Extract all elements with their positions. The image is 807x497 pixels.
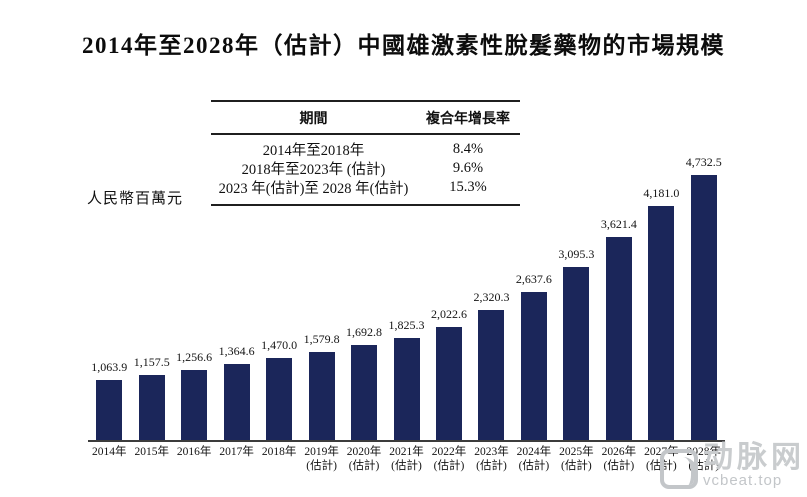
- x-tick-label: 2024年 (估計): [516, 446, 552, 472]
- watermark-text: 动脉网 vcbeat.top: [703, 443, 805, 489]
- watermark-brand-name: 动脉网: [703, 441, 805, 474]
- bar-value-label: 2,320.3: [473, 290, 510, 305]
- x-axis-line: [88, 440, 725, 442]
- watermark-url: vcbeat.top: [703, 472, 783, 489]
- bar: [351, 345, 378, 440]
- bar-slot: 4,732.5: [683, 155, 725, 440]
- bar: [478, 310, 505, 440]
- bar: [138, 375, 165, 440]
- bar-value-label: 1,364.6: [218, 343, 255, 358]
- x-tick-label: 2015年: [134, 446, 169, 458]
- bar: [96, 380, 123, 440]
- table-row: 2014年至2018年 8.4%: [211, 140, 520, 159]
- bar-value-label: 1,157.5: [133, 355, 170, 370]
- bar-value-label: 4,732.5: [685, 155, 722, 169]
- bar: [223, 363, 250, 440]
- bar: [266, 357, 293, 440]
- bar-slot: 2,637.6: [513, 272, 555, 440]
- table-cell-cagr: 9.6%: [452, 160, 484, 176]
- bar-value-label: 2,022.6: [430, 306, 467, 321]
- x-tick-label: 2023年 (估計): [474, 446, 509, 472]
- bar-slot: 1,157.5: [130, 355, 172, 440]
- table-top-rule: [211, 100, 520, 102]
- bar-value-label: 4,181.0: [643, 185, 680, 200]
- bar-value-label: 3,095.3: [558, 246, 595, 261]
- bar-slot: 1,063.9: [88, 360, 130, 440]
- bar-value-label: 2,637.6: [515, 272, 552, 287]
- table-cell-period: 2018年至2023年 (估計): [241, 162, 386, 178]
- bar-value-label: 1,063.9: [91, 360, 128, 375]
- bar-value-label: 1,692.8: [346, 325, 383, 340]
- bar: [520, 292, 547, 440]
- bar-slot: 1,825.3: [385, 318, 427, 440]
- bar-slot: 3,095.3: [555, 247, 597, 440]
- bar-slot: 1,579.8: [300, 331, 342, 440]
- bar: [563, 266, 590, 440]
- bar: [181, 369, 208, 440]
- bar-value-label: 1,825.3: [388, 317, 425, 332]
- y-axis-unit-label: 人民幣百萬元: [87, 191, 184, 207]
- bar: [648, 205, 675, 440]
- table-bottom-rule: [211, 204, 520, 206]
- table-cell-cagr: 8.4%: [452, 141, 484, 157]
- bar: [690, 175, 717, 440]
- table-cell-cagr: 15.3%: [449, 179, 487, 195]
- bars-row: 1,063.9 1,157.5 1,256.6 1,364.6 1,470.0 1,579…: [88, 155, 725, 440]
- bar: [308, 351, 335, 440]
- vcbeat-logo-icon: [660, 449, 698, 489]
- table-body: 2014年至2018年 8.4% 2018年至2023年 (估計) 9.6% 2…: [211, 135, 520, 204]
- x-tick-label: 2022年 (估計): [431, 446, 467, 472]
- x-tick-label: 2018年: [261, 446, 297, 458]
- bar-value-label: 1,470.0: [261, 337, 298, 352]
- bar: [605, 237, 632, 440]
- table-row: 2023 年(估計)至 2028 年(估計) 15.3%: [211, 178, 520, 197]
- watermark: 动脉网 vcbeat.top: [660, 443, 805, 489]
- x-labels-row: 2014年 2015年 2016年 2017年 2018年 2019年 (估計) 2020年(…: [88, 442, 725, 473]
- x-tick-label: 2019年 (估計): [304, 446, 339, 472]
- bar: [435, 326, 462, 440]
- x-tick-label: 2025年 (估計): [559, 446, 594, 472]
- bar-value-label: 3,621.4: [600, 217, 637, 232]
- table-header-row: 期間 複合年增長率: [211, 102, 520, 133]
- bar-slot: 3,621.4: [598, 217, 640, 440]
- table-cell-period: 2014年至2018年: [262, 143, 365, 159]
- bar-slot: 1,364.6: [215, 344, 257, 440]
- bar-slot: 2,320.3: [470, 290, 512, 440]
- bar-value-label: 1,579.8: [303, 331, 340, 346]
- bar-slot: 1,692.8: [343, 325, 385, 440]
- table-cell-period: 2023 年(估計)至 2028 年(估計): [218, 181, 409, 197]
- x-tick-label: 2017年: [219, 446, 254, 458]
- bar-slot: 1,470.0: [258, 338, 300, 440]
- table-header-period: 期間: [299, 111, 328, 127]
- cagr-table: 期間 複合年增長率 2014年至2018年 8.4% 2018年至2023年 (…: [211, 100, 520, 206]
- table-header-rule: [211, 133, 520, 135]
- x-tick-label: 2026年 (估計): [601, 446, 637, 472]
- bar-value-label: 1,256.6: [176, 349, 213, 364]
- table-header-cagr: 複合年增長率: [426, 111, 510, 127]
- x-tick-label: 2014年: [91, 446, 127, 458]
- bar: [393, 337, 420, 440]
- chart-title: 2014年至2028年（估計）中國雄激素性脫髮藥物的市場規模: [82, 33, 725, 58]
- table-row: 2018年至2023年 (估計) 9.6%: [211, 159, 520, 178]
- x-tick-label: 2021年 (估計): [389, 446, 424, 472]
- bar-slot: 2,022.6: [428, 307, 470, 440]
- x-tick-label: 2020年 (估計): [346, 446, 382, 472]
- bar-chart: 1,063.9 1,157.5 1,256.6 1,364.6 1,470.0 1,579…: [88, 155, 725, 473]
- bar-slot: 4,181.0: [640, 186, 682, 440]
- x-tick-label: 2016年: [176, 446, 212, 458]
- bar-slot: 1,256.6: [173, 350, 215, 440]
